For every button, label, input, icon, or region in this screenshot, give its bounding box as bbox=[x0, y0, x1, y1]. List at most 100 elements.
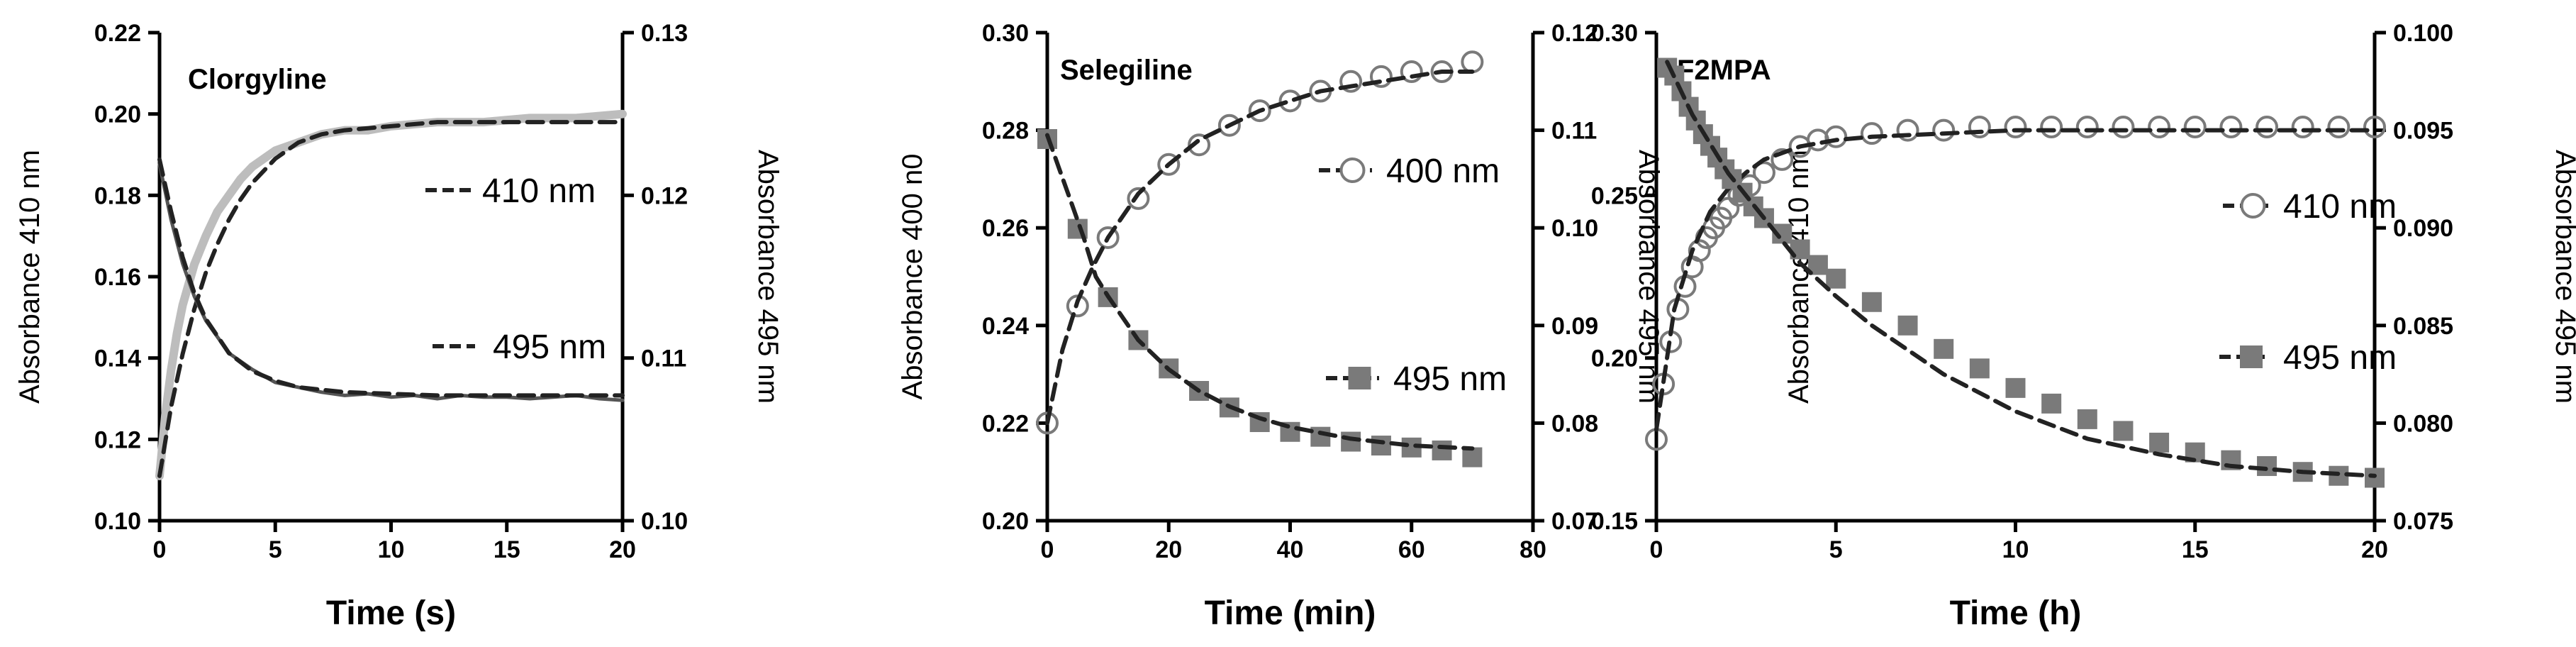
y-left-tick-label: 0.22 bbox=[94, 20, 141, 47]
legend-marker bbox=[1339, 157, 1366, 183]
y-left-tick-label: 0.28 bbox=[982, 118, 1029, 145]
y-left-tick-label: 0.24 bbox=[982, 313, 1029, 340]
data-point-410-nm bbox=[1896, 118, 1919, 142]
data-point-495-nm bbox=[1432, 440, 1452, 460]
x-tick-label: 0 bbox=[1650, 536, 1663, 563]
data-point-400-nm bbox=[1096, 226, 1120, 249]
y-right-tick-label: 0.11 bbox=[1551, 118, 1597, 145]
series-line-400-nm-fit bbox=[1045, 70, 1475, 426]
data-point-400-nm bbox=[1157, 153, 1181, 176]
y-right-axis-title: Absorbance 495 nm bbox=[2550, 150, 2576, 404]
data-point-495-nm bbox=[1310, 426, 1331, 447]
y-left-tick-label: 0.30 bbox=[982, 20, 1029, 47]
data-point-495-nm bbox=[2257, 455, 2277, 476]
legend-label: 410 nm bbox=[482, 172, 596, 210]
y-right-axis-title: Absorbance 495 nm bbox=[1633, 150, 1664, 404]
y-right-tick-label: 0.090 bbox=[2393, 215, 2453, 242]
y-left-tick-label: 0.12 bbox=[94, 426, 141, 453]
data-point-410-nm bbox=[2256, 116, 2279, 139]
y-right-tick-label: 0.095 bbox=[2393, 118, 2453, 145]
panel-title: Selegiline bbox=[1060, 55, 1193, 86]
data-point-495-nm bbox=[2005, 377, 2026, 398]
y-right-tick-label: 0.10 bbox=[1551, 215, 1598, 242]
y-right-tick-label: 0.075 bbox=[2393, 508, 2453, 535]
legend-label: 495 nm bbox=[1393, 360, 1507, 398]
panel-title: Clorgyline bbox=[188, 64, 327, 95]
data-point-410-nm bbox=[2219, 116, 2243, 139]
data-point-410-nm bbox=[1752, 161, 1775, 184]
y-left-tick-label: 0.18 bbox=[94, 182, 141, 209]
data-point-495-nm bbox=[1861, 292, 1882, 312]
y-right-tick-label: 0.08 bbox=[1551, 410, 1598, 437]
data-point-495-nm bbox=[1371, 436, 1391, 456]
data-point-410-nm bbox=[1968, 116, 1991, 139]
data-point-495-nm bbox=[1462, 447, 1483, 468]
x-tick-label: 10 bbox=[2002, 536, 2029, 563]
data-point-400-nm bbox=[1188, 133, 1211, 157]
data-point-400-nm bbox=[1339, 70, 1363, 93]
series-line-410-nm-fit bbox=[157, 120, 625, 478]
data-point-410-nm bbox=[2112, 116, 2135, 139]
data-point-410-nm bbox=[2075, 116, 2099, 139]
y-left-tick-label: 0.20 bbox=[94, 101, 141, 128]
series-line-495-nm-fit bbox=[157, 157, 625, 398]
x-tick-label: 60 bbox=[1398, 536, 1425, 563]
y-left-tick-label: 0.16 bbox=[94, 264, 141, 291]
x-tick-label: 15 bbox=[494, 536, 520, 563]
chart-panel-1: 0 5 10 15 200.100.120.140.160.180.200.220.10… bbox=[14, 20, 784, 632]
x-tick-label: 20 bbox=[1155, 536, 1182, 563]
y-right-tick-label: 0.09 bbox=[1551, 313, 1598, 340]
y-left-axis-title: Absorbance 410 nm bbox=[1783, 150, 1814, 404]
data-point-400-nm bbox=[1400, 60, 1423, 84]
data-point-400-nm bbox=[1127, 187, 1150, 210]
data-point-410-nm bbox=[2040, 116, 2063, 139]
x-tick-label: 0 bbox=[1041, 536, 1054, 563]
x-tick-label: 20 bbox=[609, 536, 636, 563]
y-left-tick-label: 0.30 bbox=[1591, 20, 1638, 47]
y-left-tick-label: 0.25 bbox=[1591, 182, 1638, 209]
legend-label: 400 nm bbox=[1386, 153, 1500, 190]
y-left-tick-label: 0.10 bbox=[94, 508, 141, 535]
y-right-tick-label: 0.12 bbox=[641, 182, 688, 209]
data-point-410-nm bbox=[2363, 116, 2386, 139]
x-axis-title: Time (s) bbox=[326, 595, 456, 632]
y-right-tick-label: 0.10 bbox=[641, 508, 688, 535]
data-point-495-nm bbox=[1897, 315, 1918, 336]
data-point-400-nm bbox=[1278, 89, 1302, 113]
data-point-400-nm bbox=[1461, 50, 1484, 74]
data-point-495-nm bbox=[2149, 432, 2170, 453]
y-left-tick-label: 0.26 bbox=[982, 215, 1029, 242]
y-right-tick-label: 0.11 bbox=[641, 345, 686, 372]
y-right-tick-label: 0.12 bbox=[1551, 20, 1598, 47]
y-left-tick-label: 0.20 bbox=[982, 508, 1029, 535]
x-tick-label: 80 bbox=[1520, 536, 1546, 563]
y-left-tick-label: 0.14 bbox=[94, 345, 141, 372]
y-right-tick-label: 0.07 bbox=[1551, 508, 1598, 535]
series-line-410-nm-fit bbox=[1654, 128, 2377, 432]
x-tick-label: 5 bbox=[1829, 536, 1843, 563]
x-axis-title: Time (h) bbox=[1950, 595, 2082, 632]
y-right-tick-label: 0.085 bbox=[2393, 313, 2453, 340]
y-left-axis-title: Absorbance 400 n0 bbox=[897, 154, 928, 400]
legend-label: 410 nm bbox=[2283, 188, 2397, 226]
legend-label: 495 nm bbox=[2283, 339, 2397, 377]
data-point-410-nm bbox=[1932, 118, 1956, 142]
chart-panel-2: 0 20 40 60 80 0.20 0.22 0.24 0.26 0.28 0.30 0.07 0.0… bbox=[897, 20, 1664, 632]
data-point-410-nm bbox=[2004, 116, 2027, 139]
data-point-495-nm bbox=[1934, 338, 1954, 359]
data-point-495-nm bbox=[1826, 268, 1846, 289]
y-right-axis-title: Absorbance 495 nm bbox=[752, 150, 784, 404]
legend-marker bbox=[2240, 345, 2263, 368]
legend-label: 495 nm bbox=[493, 328, 606, 366]
y-left-tick-label: 0.20 bbox=[1591, 345, 1638, 372]
data-point-495-nm bbox=[2077, 409, 2097, 429]
data-point-410-nm bbox=[2291, 116, 2314, 139]
data-point-495-nm bbox=[1341, 431, 1361, 452]
data-point-410-nm bbox=[1771, 148, 1794, 171]
data-point-410-nm bbox=[2148, 116, 2171, 139]
data-point-410-nm bbox=[1688, 239, 1711, 262]
series-line-495-nm-fit bbox=[1665, 60, 2377, 478]
data-point-400-nm bbox=[1248, 99, 1271, 123]
y-right-tick-label: 0.080 bbox=[2393, 410, 2453, 437]
